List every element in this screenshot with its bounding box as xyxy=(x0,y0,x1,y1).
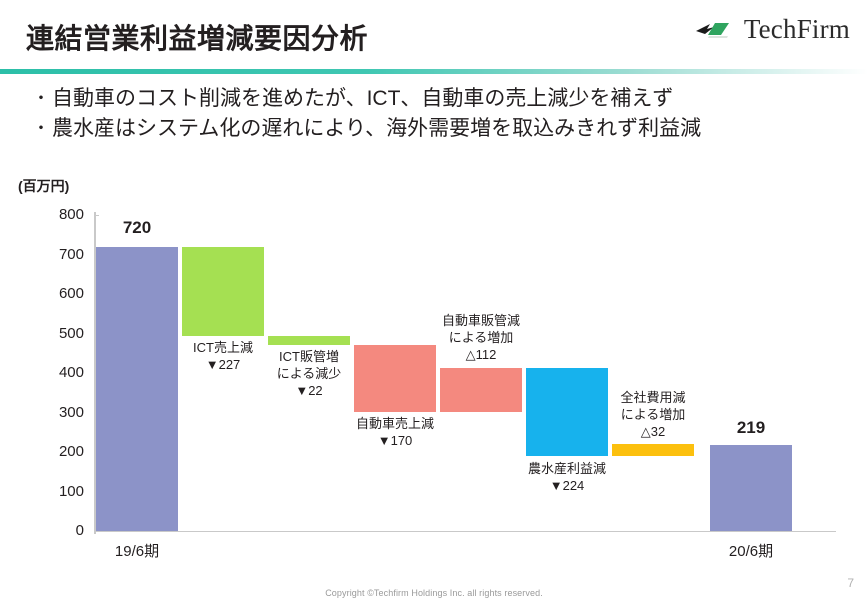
callout-ict-sales-decrease: ICT売上減 ▼227 xyxy=(172,339,274,373)
y-tick-label: 0 xyxy=(75,522,84,539)
bar-auto-sga-increase[interactable] xyxy=(440,367,522,413)
callout-line: ▼227 xyxy=(205,357,241,372)
bullet-list: ・ 自動車のコスト削減を進めたが、ICT、自動車の売上減少を補えず ・ 農水産は… xyxy=(30,84,860,144)
slide-header: 連結営業利益増減要因分析 TechFirm xyxy=(0,0,868,74)
techfirm-swoosh-icon xyxy=(695,18,737,42)
header-accent-rule xyxy=(0,69,868,74)
bar-total-end[interactable] xyxy=(710,444,792,531)
list-item: ・ 自動車のコスト削減を進めたが、ICT、自動車の売上減少を補えず xyxy=(30,84,860,114)
y-tick-label: 100 xyxy=(58,482,84,500)
bullet-text: 自動車のコスト削減を進めたが、ICT、自動車の売上減少を補えず xyxy=(52,87,674,110)
bullet-text: 農水産はシステム化の遅れにより、海外需要増を取込みきれず利益減 xyxy=(52,117,702,140)
bar-corporate-cost-increase[interactable] xyxy=(612,443,694,457)
callout-line: 全社費用減 xyxy=(620,390,686,405)
y-axis-tick-labels: 800 700 600 500 400 300 200 100 0 xyxy=(38,206,84,539)
y-tick-label: 500 xyxy=(58,324,84,342)
brand-logo: TechFirm xyxy=(695,16,850,43)
callout-auto-sales-decrease: 自動車売上減 ▼170 xyxy=(342,415,448,449)
callout-line: ▼224 xyxy=(549,478,585,493)
callout-line: △32 xyxy=(640,424,666,439)
callout-line: ▼170 xyxy=(377,433,413,448)
callout-line: による増加 xyxy=(620,407,686,422)
callout-line: ICT販管増 xyxy=(279,349,339,364)
callout-line: 自動車販管減 xyxy=(441,313,520,328)
callout-line: による増加 xyxy=(448,330,514,345)
list-item: ・ 農水産はシステム化の遅れにより、海外需要増を取込みきれず利益減 xyxy=(30,114,860,144)
plot-area: 720 ICT売上減 ▼227 ICT販管増 による減少 ▼22 自動車売上減 … xyxy=(96,215,836,531)
y-tick-label: 800 xyxy=(58,206,84,223)
y-tick-label: 300 xyxy=(58,403,84,421)
chart-unit-label: (百万円) xyxy=(18,178,70,194)
y-tick-label: 200 xyxy=(58,443,84,460)
bar-ict-sales-decrease[interactable] xyxy=(182,246,264,337)
page-number: 7 xyxy=(847,576,854,590)
copyright-notice: Copyright ©Techfirm Holdings Inc. all ri… xyxy=(325,588,543,598)
callout-line: △112 xyxy=(465,347,497,362)
callout-line: ▼22 xyxy=(295,383,323,398)
callout-corporate-cost-increase: 全社費用減 による増加 △32 xyxy=(600,389,706,440)
bar-auto-sales-decrease[interactable] xyxy=(354,345,436,413)
callout-line: 農水産利益減 xyxy=(527,461,606,476)
y-tick-label: 400 xyxy=(58,364,84,381)
bar-ict-sga-increase[interactable] xyxy=(268,336,350,345)
callout-ict-sga-increase: ICT販管増 による減少 ▼22 xyxy=(258,348,360,399)
bar-value-label-end: 219 xyxy=(736,418,766,437)
bar-value-label-start: 720 xyxy=(122,218,152,237)
x-axis-label-end: 20/6期 xyxy=(728,543,774,560)
bullet-marker-icon: ・ xyxy=(32,89,50,108)
page-title: 連結営業利益増減要因分析 xyxy=(26,23,369,54)
y-tick-label: 600 xyxy=(58,285,84,302)
callout-line: ICT売上減 xyxy=(193,340,253,355)
callout-auto-sga-increase: 自動車販管減 による増加 △112 xyxy=(428,312,534,363)
y-tick-label: 700 xyxy=(58,245,84,263)
logo-wordmark: TechFirm xyxy=(743,14,850,44)
waterfall-chart: (百万円) 800 700 600 500 400 300 200 100 0 … xyxy=(0,150,868,570)
callout-agri-profit-decrease: 農水産利益減 ▼224 xyxy=(514,460,620,494)
callout-line: 自動車売上減 xyxy=(355,416,434,431)
bar-agri-profit-decrease[interactable] xyxy=(526,367,608,457)
bar-total-start[interactable] xyxy=(96,246,178,531)
x-axis-label-start: 19/6期 xyxy=(114,543,160,560)
bullet-marker-icon: ・ xyxy=(32,119,50,138)
callout-line: による減少 xyxy=(276,366,342,381)
x-axis-line xyxy=(94,531,836,532)
